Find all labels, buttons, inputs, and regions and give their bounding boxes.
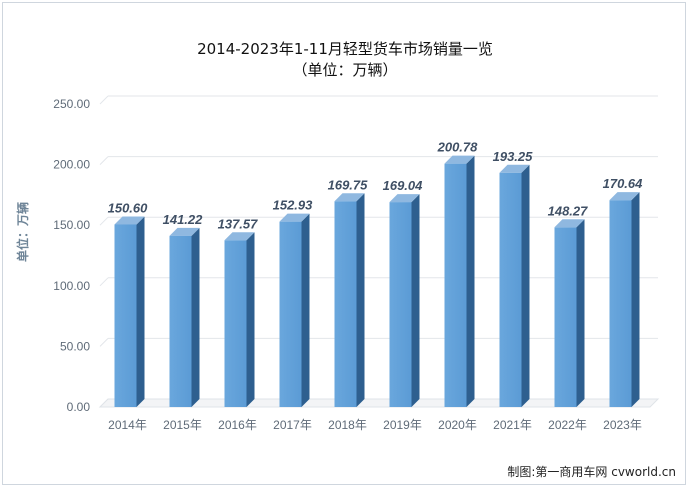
bar-top	[224, 232, 255, 241]
data-label: 169.04	[383, 178, 424, 193]
data-label: 141.22	[163, 212, 204, 227]
bar-side	[301, 213, 310, 407]
bar-top	[389, 194, 420, 203]
bar	[114, 224, 137, 407]
x-tick-label: 2016年	[218, 418, 257, 432]
y-tick-label: 250.00	[53, 97, 90, 111]
bar-top	[114, 216, 145, 225]
y-tick-label: 200.00	[53, 158, 90, 172]
gridline-side	[99, 338, 109, 347]
data-label: 137.57	[218, 216, 259, 231]
bar-side	[576, 219, 585, 407]
bar	[224, 240, 247, 407]
bar-top	[279, 213, 310, 222]
x-tick-label: 2020年	[438, 418, 477, 432]
bar-side	[356, 193, 365, 407]
data-label: 193.25	[493, 149, 534, 164]
bar	[499, 172, 522, 407]
x-tick-label: 2022年	[548, 418, 587, 432]
bar-top	[554, 219, 585, 228]
bar-side	[631, 192, 640, 407]
x-tick-label: 2021年	[493, 418, 532, 432]
bar	[609, 200, 632, 407]
bar	[444, 163, 467, 407]
bar	[389, 202, 412, 407]
x-tick-label: 2015年	[163, 418, 202, 432]
bar-top	[609, 192, 640, 201]
bar-side	[466, 155, 475, 407]
y-tick-label: 50.00	[60, 339, 90, 353]
bar-top	[444, 155, 475, 164]
chart-title: 2014-2023年1-11月轻型货车市场销量一览	[197, 40, 493, 58]
gridline-side	[99, 216, 109, 226]
bar-side	[411, 194, 420, 407]
data-label: 169.75	[328, 177, 369, 192]
bar	[279, 221, 302, 407]
bar-top	[169, 227, 200, 236]
x-tick-label: 2018年	[328, 418, 367, 432]
y-tick-label: 100.00	[53, 279, 90, 293]
bar	[169, 235, 192, 407]
x-tick-label: 2019年	[383, 418, 422, 432]
bar-side	[136, 216, 145, 407]
data-label: 170.64	[603, 176, 644, 191]
bar-side	[191, 227, 200, 407]
data-label: 148.27	[548, 203, 589, 218]
y-tick-label: 150.00	[53, 218, 90, 232]
y-tick-label: 0.00	[67, 400, 91, 414]
bar-top	[499, 164, 530, 173]
chart-credit: 制图:第一商用车网 cvworld.cn	[507, 465, 676, 479]
data-label: 152.93	[273, 198, 314, 213]
data-label: 200.78	[437, 140, 479, 155]
data-label: 150.60	[108, 200, 149, 215]
bar-side	[521, 164, 530, 407]
bar	[334, 201, 357, 407]
x-tick-label: 2014年	[108, 418, 147, 432]
bar-side	[246, 232, 255, 407]
gridline-side	[99, 277, 109, 287]
gridline-side	[99, 156, 109, 165]
x-tick-label: 2023年	[603, 418, 642, 432]
gridline-side	[99, 95, 109, 105]
bar-top	[334, 193, 365, 202]
bar	[554, 227, 577, 407]
chart-subtitle: （单位：万辆）	[292, 61, 398, 79]
x-tick-label: 2017年	[273, 418, 312, 432]
